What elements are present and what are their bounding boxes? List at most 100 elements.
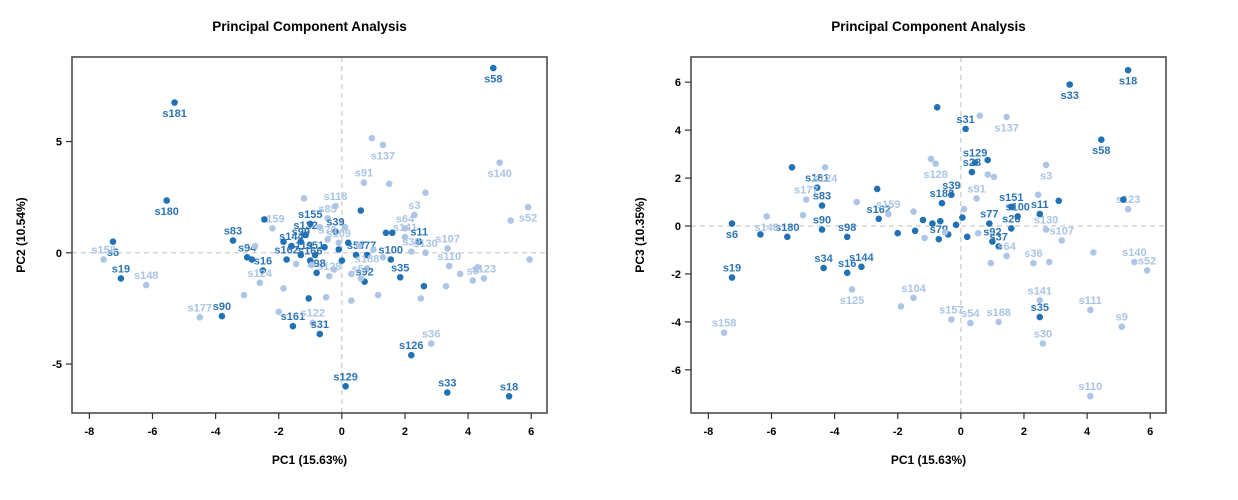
- sample-label-s180: s180: [775, 222, 799, 234]
- data-point-s180: [163, 197, 170, 204]
- data-point-s181: [171, 99, 178, 106]
- data-point: [370, 246, 377, 253]
- data-point: [357, 207, 365, 214]
- sample-label-s91: s91: [355, 168, 373, 180]
- data-point-s118: [332, 202, 339, 210]
- data-point-s110: [1087, 392, 1094, 400]
- x-tick-label: 0: [339, 426, 345, 438]
- sample-label-s30: s30: [1034, 329, 1052, 341]
- plot-box: [71, 56, 548, 414]
- data-point: [897, 303, 905, 310]
- x-tick-label: -8: [84, 426, 94, 438]
- data-point-s119: [297, 251, 305, 259]
- data-point: [382, 229, 390, 237]
- x-tick-label: -4: [830, 426, 841, 438]
- data-point: [1045, 258, 1053, 266]
- data-point-s19: [728, 274, 736, 281]
- data-point-s3: [1042, 161, 1050, 169]
- data-point: [368, 134, 376, 142]
- data-point: [799, 211, 807, 219]
- data-point: [379, 253, 387, 261]
- data-point: [990, 173, 998, 181]
- data-point: [348, 297, 355, 304]
- data-point-s129: [971, 159, 979, 166]
- data-point-s182: [938, 199, 946, 207]
- x-tick-label: -6: [767, 426, 777, 438]
- data-point-s58: [490, 64, 497, 72]
- pca-panel-pc1-pc3: Principal Component Analysis s18 s33 s58 s31…: [619, 0, 1238, 500]
- data-point-s91: [973, 195, 980, 202]
- x-tick-label: 0: [958, 426, 964, 438]
- data-point-s28: [968, 168, 976, 176]
- sample-label-s129: s129: [333, 371, 357, 383]
- sample-label-s100: s100: [379, 245, 403, 257]
- data-point-s161: [289, 322, 297, 330]
- sample-label-s51: s51: [306, 240, 324, 252]
- data-point-s33: [1066, 81, 1073, 88]
- sample-label-s52: s52: [1138, 255, 1156, 267]
- data-point-s83: [818, 202, 826, 209]
- data-point-s124: [256, 279, 264, 287]
- sample-label-s110: s110: [437, 251, 461, 263]
- data-point-s159: [885, 210, 892, 218]
- sample-label-s64: s64: [396, 213, 415, 225]
- sample-label-s148: s148: [754, 222, 778, 234]
- data-point-s3: [411, 211, 418, 219]
- data-point-s141: [401, 233, 409, 241]
- data-point-s54: [967, 319, 974, 327]
- data-point: [959, 214, 966, 221]
- sample-label-s118: s118: [324, 191, 348, 203]
- sample-label-s155: s155: [298, 209, 322, 221]
- x-tick-label: -2: [274, 426, 284, 438]
- data-point: [873, 185, 881, 193]
- data-point-s100: [1014, 213, 1021, 220]
- sample-label-s83: s83: [813, 191, 831, 203]
- data-point-s98: [843, 233, 851, 241]
- y-tick-label: -6: [671, 365, 681, 377]
- data-point-s124: [821, 164, 829, 171]
- sample-label-s9: s9: [1116, 312, 1128, 324]
- data-point-s11: [415, 238, 423, 245]
- data-point: [919, 216, 927, 224]
- data-point-s132: [302, 231, 309, 239]
- data-point: [937, 217, 944, 225]
- data-point: [280, 285, 287, 292]
- data-point-s144: [858, 263, 865, 271]
- pca-panel-pc1-pc2: Principal Component Analysis s58 s181 s180 s…: [14, 19, 548, 467]
- data-point-s26: [1008, 225, 1015, 232]
- data-point-s128: [325, 272, 333, 280]
- data-point: [1090, 249, 1097, 256]
- data-point: [348, 270, 355, 278]
- x-axis-title: PC1 (15.63%): [272, 453, 347, 467]
- data-point-s51: [311, 251, 319, 259]
- data-point: [933, 104, 941, 111]
- data-point-s148: [763, 213, 770, 220]
- sample-label-s39: s39: [326, 217, 344, 229]
- data-point: [280, 238, 287, 245]
- sample-label-s132: s132: [293, 220, 317, 232]
- data-point-s35: [1036, 313, 1044, 321]
- data-point-s34: [820, 264, 827, 272]
- sample-label-s110: s110: [1078, 381, 1102, 393]
- sample-label-s151: s151: [999, 192, 1023, 204]
- data-point-s107: [444, 245, 451, 252]
- pca-plot-pc1-pc2: Principal Component Analysiss58s181s180s…: [14, 19, 548, 467]
- data-point-s58: [1098, 136, 1105, 143]
- sample-label-s159: s159: [876, 199, 900, 211]
- data-point-s188: [995, 318, 1002, 326]
- data-point: [308, 261, 316, 269]
- sample-label-s104: s104: [901, 283, 926, 295]
- data-point-s137: [379, 141, 387, 149]
- data-point: [305, 295, 313, 302]
- data-point-s19: [117, 275, 125, 282]
- chart-title: Principal Component Analysis: [212, 19, 407, 34]
- data-point: [321, 243, 328, 251]
- sample-label-s18: s18: [500, 381, 518, 393]
- data-point-s158: [100, 256, 107, 263]
- data-point-s9: [469, 277, 477, 284]
- sample-label-s107: s107: [1050, 225, 1074, 237]
- data-point-s57: [352, 251, 360, 259]
- sample-label-s137: s137: [371, 150, 395, 162]
- sample-label-s16: s16: [838, 258, 856, 270]
